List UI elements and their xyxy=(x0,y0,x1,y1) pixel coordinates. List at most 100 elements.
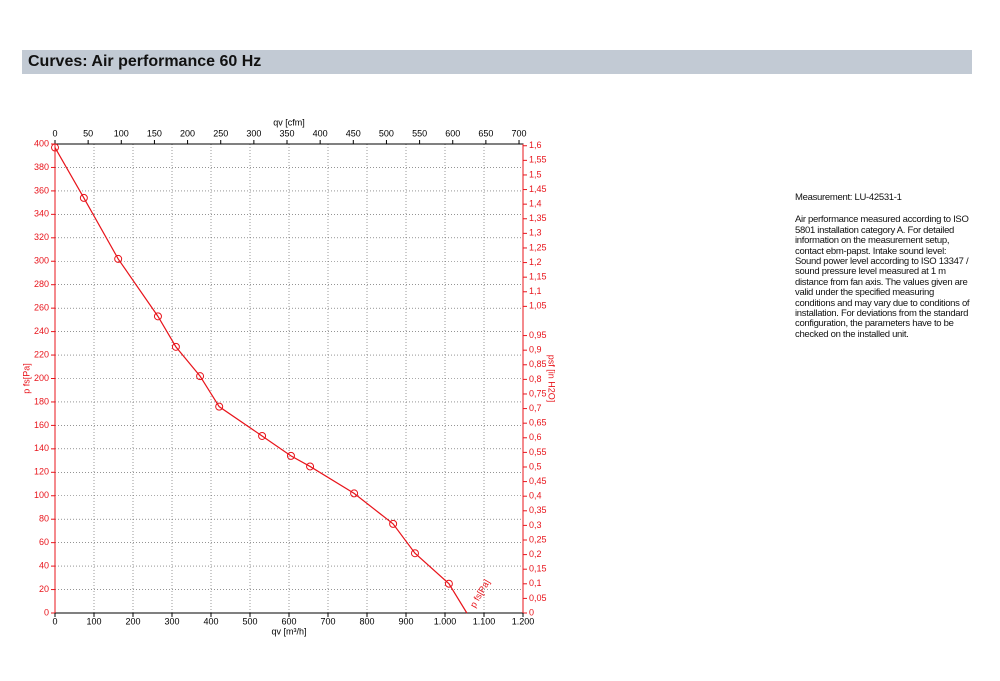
x2-tick-label: 300 xyxy=(246,128,261,138)
data-point xyxy=(215,402,224,411)
y2-axis-label: psf [in H2O] xyxy=(547,355,557,403)
y-tick-label: 200 xyxy=(34,373,49,383)
x-tick-label: 1.200 xyxy=(512,616,535,626)
note-line: sound pressure level measured at 1 m xyxy=(795,266,946,278)
y2-tick-label: 0,25 xyxy=(529,534,547,544)
x2-tick-label: 50 xyxy=(83,128,93,138)
y-tick-label: 400 xyxy=(34,138,49,148)
note-line: configuration, the parameters have to be xyxy=(795,318,954,330)
note-line: installation. For deviations from the st… xyxy=(795,308,969,320)
curve-label: p fs[Pa] xyxy=(468,578,492,609)
data-point xyxy=(444,579,453,588)
y-axis-label: p fs[Pa] xyxy=(21,363,31,394)
y2-tick-label: 0,85 xyxy=(529,359,547,369)
y2-tick-label: 1,2 xyxy=(529,257,542,267)
x2-tick-label: 250 xyxy=(213,128,228,138)
y-tick-label: 260 xyxy=(34,303,49,313)
y2-tick-label: 1,55 xyxy=(529,155,547,165)
data-point xyxy=(389,519,398,528)
data-point xyxy=(79,193,88,202)
x2-tick-label: 150 xyxy=(147,128,162,138)
y2-tick-label: 1,15 xyxy=(529,272,547,282)
x2-tick-label: 500 xyxy=(379,128,394,138)
y-tick-label: 320 xyxy=(34,232,49,242)
note-line: conditions and may vary due to condition… xyxy=(795,297,970,309)
y2-tick-label: 0,15 xyxy=(529,564,547,574)
x2-tick-label: 650 xyxy=(478,128,493,138)
y2-tick-label: 0,5 xyxy=(529,461,542,471)
note-line: distance from fan axis. The values given… xyxy=(795,276,968,288)
data-point xyxy=(306,462,315,471)
note-line: information on the measurement setup, xyxy=(795,235,950,247)
y-tick-label: 80 xyxy=(39,514,49,524)
x-tick-label: 400 xyxy=(203,616,218,626)
x2-tick-label: 450 xyxy=(346,128,361,138)
header-title: Curves: Air performance 60 Hz xyxy=(28,53,262,70)
y2-tick-label: 0 xyxy=(529,607,534,617)
x2-tick-label: 400 xyxy=(313,128,328,138)
data-point xyxy=(196,372,205,381)
y-tick-label: 20 xyxy=(39,584,49,594)
y2-tick-label: 0,3 xyxy=(529,520,542,530)
x-tick-label: 100 xyxy=(86,616,101,626)
y-tick-label: 40 xyxy=(39,560,49,570)
y2-tick-label: 0,95 xyxy=(529,330,547,340)
y2-tick-label: 1,5 xyxy=(529,169,542,179)
y2-tick-label: 1,45 xyxy=(529,184,547,194)
y-tick-label: 340 xyxy=(34,209,49,219)
x-tick-label: 600 xyxy=(281,616,296,626)
data-point xyxy=(410,549,419,558)
y2-tick-label: 1,6 xyxy=(529,140,542,150)
y2-tick-label: 0,65 xyxy=(529,418,547,428)
y-tick-label: 160 xyxy=(34,420,49,430)
x-tick-label: 1.000 xyxy=(434,616,457,626)
y2-tick-label: 1,25 xyxy=(529,242,547,252)
x-tick-label: 500 xyxy=(242,616,257,626)
notes: Measurement: LU-42531-1 Air performance … xyxy=(795,192,970,340)
y-tick-label: 140 xyxy=(34,443,49,453)
y2-tick-label: 0,6 xyxy=(529,432,542,442)
x2-tick-label: 600 xyxy=(445,128,460,138)
x2-tick-label: 100 xyxy=(114,128,129,138)
x2-axis-label: qv [cfm] xyxy=(273,117,305,127)
y-tick-label: 300 xyxy=(34,256,49,266)
y2-tick-label: 0,2 xyxy=(529,549,542,559)
series-line xyxy=(54,147,468,614)
data-point xyxy=(153,312,162,321)
x-tick-label: 700 xyxy=(320,616,335,626)
data-point xyxy=(286,451,295,460)
y2-tick-label: 1,1 xyxy=(529,286,542,296)
x-tick-label: 900 xyxy=(398,616,413,626)
y2-tick-label: 0,9 xyxy=(529,345,542,355)
note-line: checked on the installed unit. xyxy=(795,328,909,340)
y2-tick-label: 1,3 xyxy=(529,228,542,238)
y-tick-label: 0 xyxy=(44,607,49,617)
x-tick-label: 300 xyxy=(164,616,179,626)
y2-tick-label: 0,4 xyxy=(529,491,542,501)
x2-tick-label: 350 xyxy=(279,128,294,138)
x2-tick-label: 200 xyxy=(180,128,195,138)
note-line: 5801 installation category A. For detail… xyxy=(795,224,955,236)
x-tick-label: 1.100 xyxy=(473,616,496,626)
x-tick-label: 0 xyxy=(52,616,57,626)
note-line: Air performance measured according to IS… xyxy=(795,214,969,226)
y-tick-label: 280 xyxy=(34,279,49,289)
data-point xyxy=(171,342,180,351)
y2-tick-label: 1,05 xyxy=(529,301,547,311)
y-tick-label: 240 xyxy=(34,326,49,336)
note-line: contact ebm-papst. Intake sound level: xyxy=(795,245,947,257)
data-point xyxy=(350,489,359,498)
y2-tick-label: 0,35 xyxy=(529,505,547,515)
x2-tick-label: 0 xyxy=(52,128,57,138)
y2-tick-label: 0,7 xyxy=(529,403,542,413)
measurement: Measurement: LU-42531-1 xyxy=(795,192,902,203)
data-point xyxy=(51,143,59,152)
header-bar: Curves: Air performance 60 Hz xyxy=(22,50,972,74)
note-line: valid under the specified measuring xyxy=(795,287,934,299)
x2-tick-label: 700 xyxy=(512,128,527,138)
y2-tick-label: 0,05 xyxy=(529,593,547,603)
y-tick-label: 180 xyxy=(34,396,49,406)
y2-tick-label: 0,55 xyxy=(529,447,547,457)
